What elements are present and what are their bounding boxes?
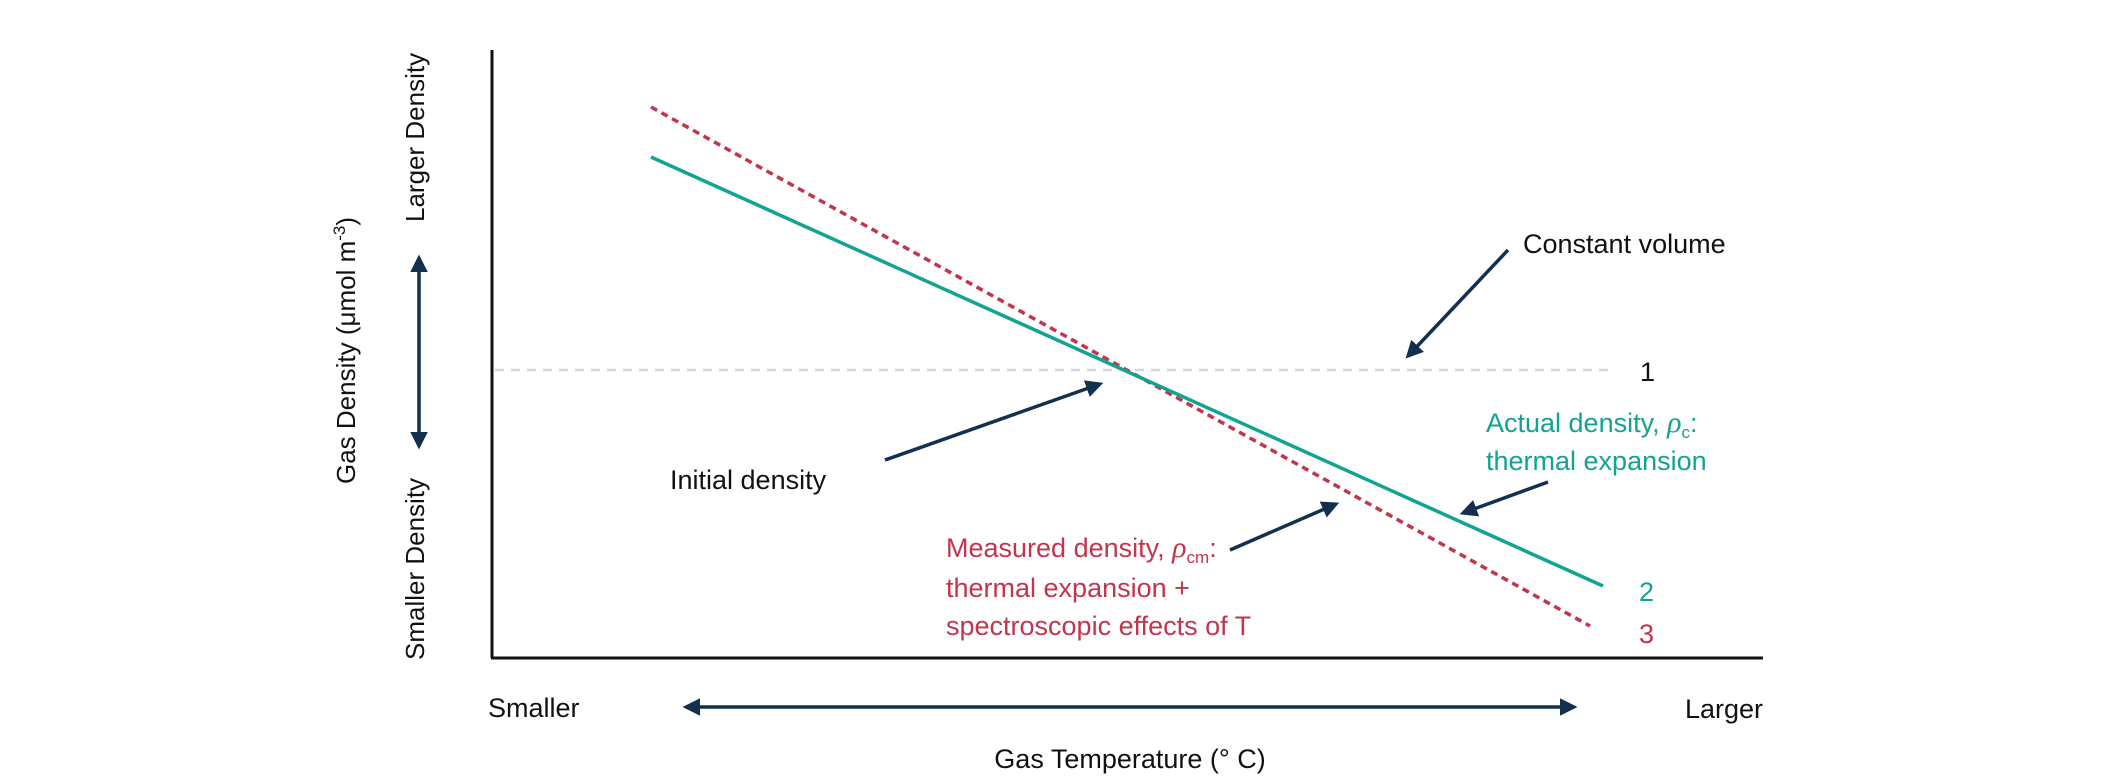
y-axis-title-close: ) [331,217,361,226]
actual-density-label-2: thermal expansion [1486,446,1707,476]
constant-volume-arrow [1405,248,1510,359]
actual-density-label-1: Actual density, ρc: [1486,406,1698,442]
actual-density-pre: Actual density, [1486,408,1667,438]
constant-volume-label: Constant volume [1523,229,1726,259]
measured-density-label-3: spectroscopic effects of T [946,611,1251,641]
actual-density-line [650,155,1604,588]
actual-line-label: 2 [1639,577,1654,607]
y-axis-title-main: Gas Density (μmol m [331,241,361,484]
measured-density-post: : [1209,533,1217,563]
measured-density-line [650,105,1591,628]
x-max-label: Larger [1685,694,1763,724]
constant-line-label: 1 [1640,357,1655,387]
actual-density-arrow [1459,480,1549,517]
y-axis-title: Gas Density (μmol m-3) [330,217,361,484]
actual-density-post: : [1690,408,1698,438]
y-min-label: Smaller Density [400,478,430,660]
x-axis-title: Gas Temperature (° C) [994,744,1265,774]
initial-density-label: Initial density [670,465,827,495]
measured-density-pre: Measured density, [946,533,1172,563]
actual-density-sub: c [1682,423,1691,442]
x-min-label: Smaller [488,693,580,723]
measured-density-arrow [1229,501,1340,552]
actual-density-symbol: ρ [1666,406,1681,439]
measured-line-label: 3 [1639,619,1654,649]
y-max-label: Larger Density [400,53,430,222]
measured-density-symbol: ρ [1171,531,1186,564]
measured-density-sub: cm [1187,548,1210,567]
measured-density-label-2: thermal expansion + [946,573,1190,603]
initial-density-arrow [884,380,1104,462]
measured-density-label-1: Measured density, ρcm: [946,531,1217,567]
y-axis-title-sup: -3 [330,226,349,241]
